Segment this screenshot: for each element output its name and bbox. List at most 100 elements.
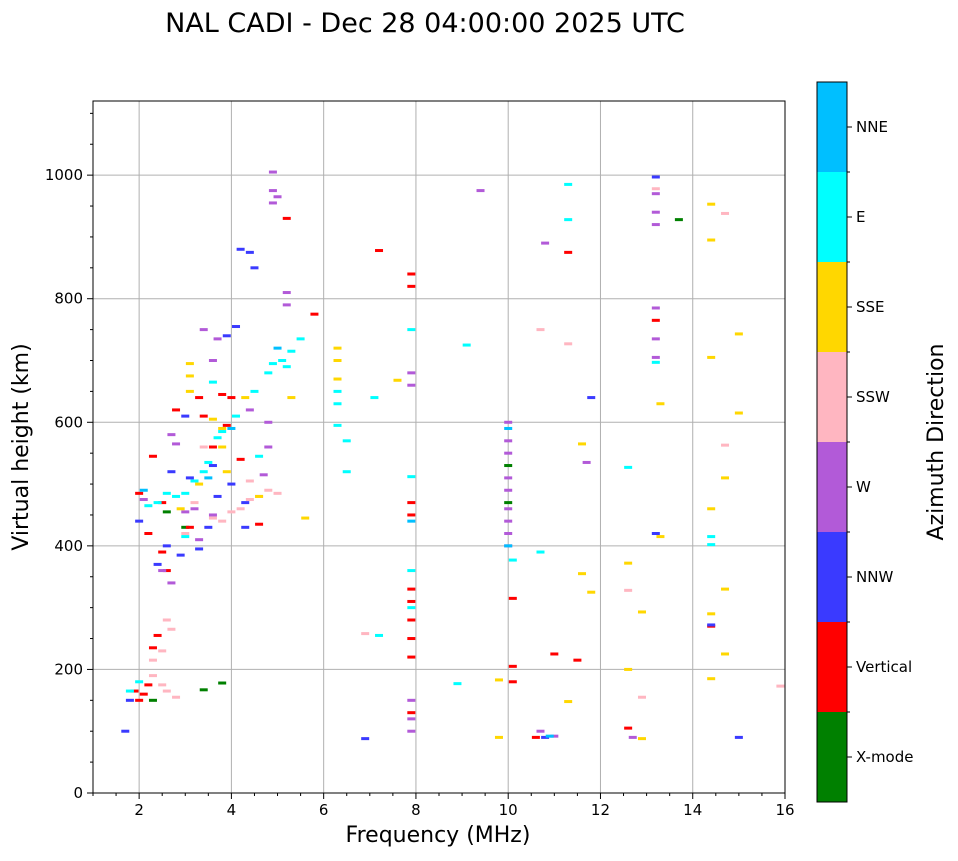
data-point-vertical [172,408,181,412]
data-point-w [407,383,416,387]
data-point-w [651,223,660,227]
data-point-sse [494,678,503,682]
data-point-e [172,494,181,498]
data-point-e [508,558,517,562]
data-point-e [342,439,351,443]
data-point-w [651,337,660,341]
data-point-vertical [407,501,416,505]
data-point-w [167,433,176,437]
data-point-w [259,473,268,477]
data-point-sse [656,535,665,539]
data-point-ssw [236,507,245,511]
data-point-nnw [587,396,596,400]
data-point-w [264,445,273,449]
data-point-nnw [236,247,245,251]
data-point-sse [564,700,573,704]
colorbar-segment [817,532,847,622]
data-point-vertical [407,284,416,288]
data-point-e [144,504,153,508]
data-point-vertical [531,735,540,739]
data-point-e [707,543,716,547]
data-point-sse [333,346,342,350]
data-point-sse [208,417,217,421]
data-point-vertical [310,312,319,316]
data-point-e [564,218,573,222]
data-point-ssw [245,479,254,483]
data-point-sse [218,445,227,449]
y-tick-label: 1000 [45,166,83,184]
data-point-vertical [148,454,157,458]
data-point-vertical [135,491,144,495]
data-point-vertical [199,414,208,418]
data-point-nnw [185,476,194,480]
colorbar-frame [816,81,848,803]
data-point-w [504,439,513,443]
data-point-w [536,729,545,733]
data-point-ssw [218,519,227,523]
data-point-e [287,349,296,353]
data-point-ssw [199,445,208,449]
chart-title: NAL CADI - Dec 28 04:00:00 2025 UTC [165,8,685,39]
colorbar-tick-label: Vertical [856,658,912,676]
data-point-nne [227,426,236,430]
data-point-e [564,182,573,186]
data-point-nnw [167,470,176,474]
data-point-vertical [407,711,416,715]
data-point-sse [578,442,587,446]
data-point-w [199,328,208,332]
data-point-e [462,343,471,347]
colorbar-segment [817,262,847,352]
data-point-w [541,241,550,245]
data-point-e [250,389,259,393]
data-point-ssw [624,588,633,592]
data-point-e [624,465,633,469]
data-point-vertical [153,633,162,637]
data-point-sse [707,612,716,616]
data-point-w [245,408,254,412]
data-point-ssw [264,488,273,492]
data-point-w [407,717,416,721]
data-point-e [651,360,660,364]
data-point-e [162,491,171,495]
data-point-x-mode [218,681,227,685]
data-point-e [190,479,199,483]
data-point-ssw [273,491,282,495]
data-point-ssw [181,532,190,535]
data-point-nne [545,734,554,738]
x-tick-label: 6 [319,801,329,819]
data-point-w [504,507,513,511]
data-point-x-mode [148,698,157,702]
data-point-ssw [208,516,217,520]
data-point-nnw [232,325,241,329]
data-point-ssw [158,683,167,687]
data-point-nnw [176,553,185,557]
data-point-ssw [167,627,176,631]
data-point-w [139,498,148,502]
y-axis-label: Virtual height (km) [9,343,34,550]
data-point-w [282,291,291,295]
data-point-vertical [208,445,217,449]
data-point-nnw [241,525,250,529]
data-point-w [264,420,273,424]
data-point-sse [707,202,716,206]
data-point-ssw [776,684,785,688]
data-point-x-mode [504,464,513,468]
data-point-w [407,371,416,375]
data-point-ssw [245,498,254,502]
data-point-e [282,365,291,369]
data-point-nnw [181,414,190,418]
data-point-nnw [208,464,217,468]
data-point-e [255,454,264,458]
data-point-sse [222,470,231,474]
data-point-vertical [148,646,157,650]
y-tick-label: 800 [54,290,83,308]
data-point-e [407,606,416,610]
x-tick-label: 4 [227,801,237,819]
data-point-w [582,460,591,464]
data-point-nnw [195,547,204,551]
data-point-w [651,210,660,214]
data-point-vertical [236,457,245,461]
data-point-vertical [407,599,416,603]
data-point-e [213,436,222,440]
data-point-vertical [550,652,559,656]
